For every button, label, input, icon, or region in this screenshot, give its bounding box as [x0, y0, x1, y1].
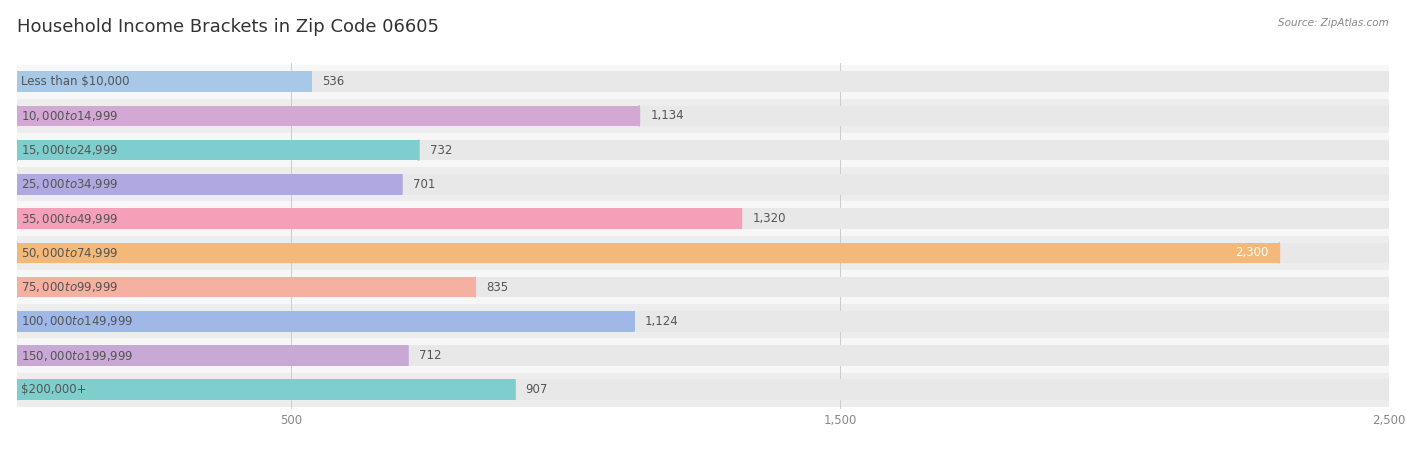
Text: 907: 907: [526, 383, 548, 396]
Text: $50,000 to $74,999: $50,000 to $74,999: [21, 246, 118, 260]
Text: $15,000 to $24,999: $15,000 to $24,999: [21, 143, 118, 157]
Text: $25,000 to $34,999: $25,000 to $34,999: [21, 177, 118, 191]
Bar: [17, 208, 741, 229]
Text: $150,000 to $199,999: $150,000 to $199,999: [21, 348, 134, 362]
Bar: [17, 339, 1389, 373]
Bar: [17, 311, 634, 331]
Bar: [17, 311, 1389, 331]
Bar: [17, 208, 1389, 229]
Bar: [17, 236, 1389, 270]
Bar: [17, 242, 1279, 263]
Bar: [17, 345, 408, 366]
Bar: [17, 106, 640, 126]
Bar: [17, 277, 1389, 297]
Bar: [17, 174, 402, 195]
Bar: [17, 106, 1389, 126]
Bar: [17, 345, 1389, 366]
Text: 1,124: 1,124: [645, 315, 679, 328]
Text: 712: 712: [419, 349, 441, 362]
Bar: [17, 167, 1389, 202]
Bar: [17, 242, 1389, 263]
Bar: [17, 140, 1389, 160]
Text: 1,134: 1,134: [651, 110, 683, 123]
Text: $75,000 to $99,999: $75,000 to $99,999: [21, 280, 118, 294]
Bar: [17, 71, 1389, 92]
Bar: [17, 277, 475, 297]
Text: $100,000 to $149,999: $100,000 to $149,999: [21, 314, 134, 328]
Bar: [17, 270, 1389, 304]
Text: 536: 536: [322, 75, 344, 88]
Bar: [17, 304, 1389, 339]
Text: 1,320: 1,320: [752, 212, 786, 225]
Text: $200,000+: $200,000+: [21, 383, 87, 396]
Bar: [17, 174, 1389, 195]
Bar: [17, 379, 1389, 400]
Text: 835: 835: [486, 281, 509, 294]
Bar: [17, 71, 311, 92]
Bar: [17, 140, 419, 160]
Bar: [17, 202, 1389, 236]
Bar: [17, 65, 1389, 99]
Text: $35,000 to $49,999: $35,000 to $49,999: [21, 211, 118, 225]
Bar: [17, 379, 515, 400]
Text: 2,300: 2,300: [1234, 247, 1268, 260]
Text: Household Income Brackets in Zip Code 06605: Household Income Brackets in Zip Code 06…: [17, 18, 439, 36]
Text: $10,000 to $14,999: $10,000 to $14,999: [21, 109, 118, 123]
Text: Less than $10,000: Less than $10,000: [21, 75, 129, 88]
Text: Source: ZipAtlas.com: Source: ZipAtlas.com: [1278, 18, 1389, 28]
Bar: [17, 373, 1389, 407]
Text: 732: 732: [430, 144, 451, 157]
Bar: [17, 99, 1389, 133]
Bar: [17, 133, 1389, 167]
Text: 701: 701: [412, 178, 434, 191]
